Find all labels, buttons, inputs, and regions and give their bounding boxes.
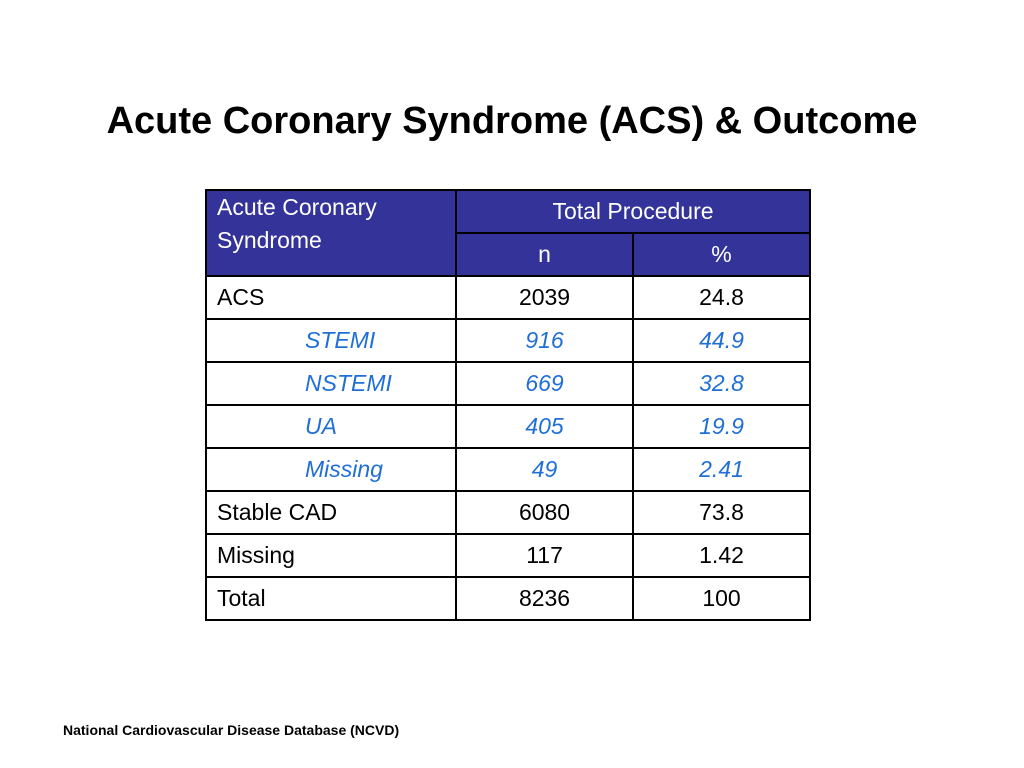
row-header-cell: Acute Coronary Syndrome [205,189,457,277]
sub-header-percent: % [632,232,811,277]
row-percent: 32.8 [632,361,811,406]
row-label: STEMI [205,318,457,363]
row-percent: 24.8 [632,275,811,320]
row-percent: 19.9 [632,404,811,449]
source-footnote: National Cardiovascular Disease Database… [63,722,400,738]
row-n: 669 [454,361,635,406]
row-percent: 44.9 [632,318,811,363]
row-percent: 73.8 [632,490,811,535]
row-label: Missing [205,447,457,492]
table-row: Missing 49 2.41 [205,447,811,492]
row-percent: 2.41 [632,447,811,492]
table-row: Stable CAD 6080 73.8 [205,490,811,535]
table-row: Missing 117 1.42 [205,533,811,578]
sub-header-n: n [454,232,635,277]
row-percent: 1.42 [632,533,811,578]
table-row: NSTEMI 669 32.8 [205,361,811,406]
row-label: Total [205,576,457,621]
row-label: Missing [205,533,457,578]
row-label: NSTEMI [205,361,457,406]
table-row: ACS 2039 24.8 [205,275,811,320]
slide-title: Acute Coronary Syndrome (ACS) & Outcome [106,100,918,142]
row-percent: 100 [632,576,811,621]
table-row: Total 8236 100 [205,576,811,621]
row-n: 117 [454,533,635,578]
row-n: 8236 [454,576,635,621]
acs-outcome-table: Acute Coronary Syndrome Total Procedure … [205,189,811,621]
row-label: Stable CAD [205,490,457,535]
table-row: UA 405 19.9 [205,404,811,449]
row-label: UA [205,404,457,449]
row-n: 6080 [454,490,635,535]
table-row: STEMI 916 44.9 [205,318,811,363]
row-n: 405 [454,404,635,449]
group-header-cell: Total Procedure [455,189,811,234]
row-n: 2039 [454,275,635,320]
row-n: 49 [454,447,635,492]
row-label: ACS [205,275,457,320]
row-n: 916 [454,318,635,363]
